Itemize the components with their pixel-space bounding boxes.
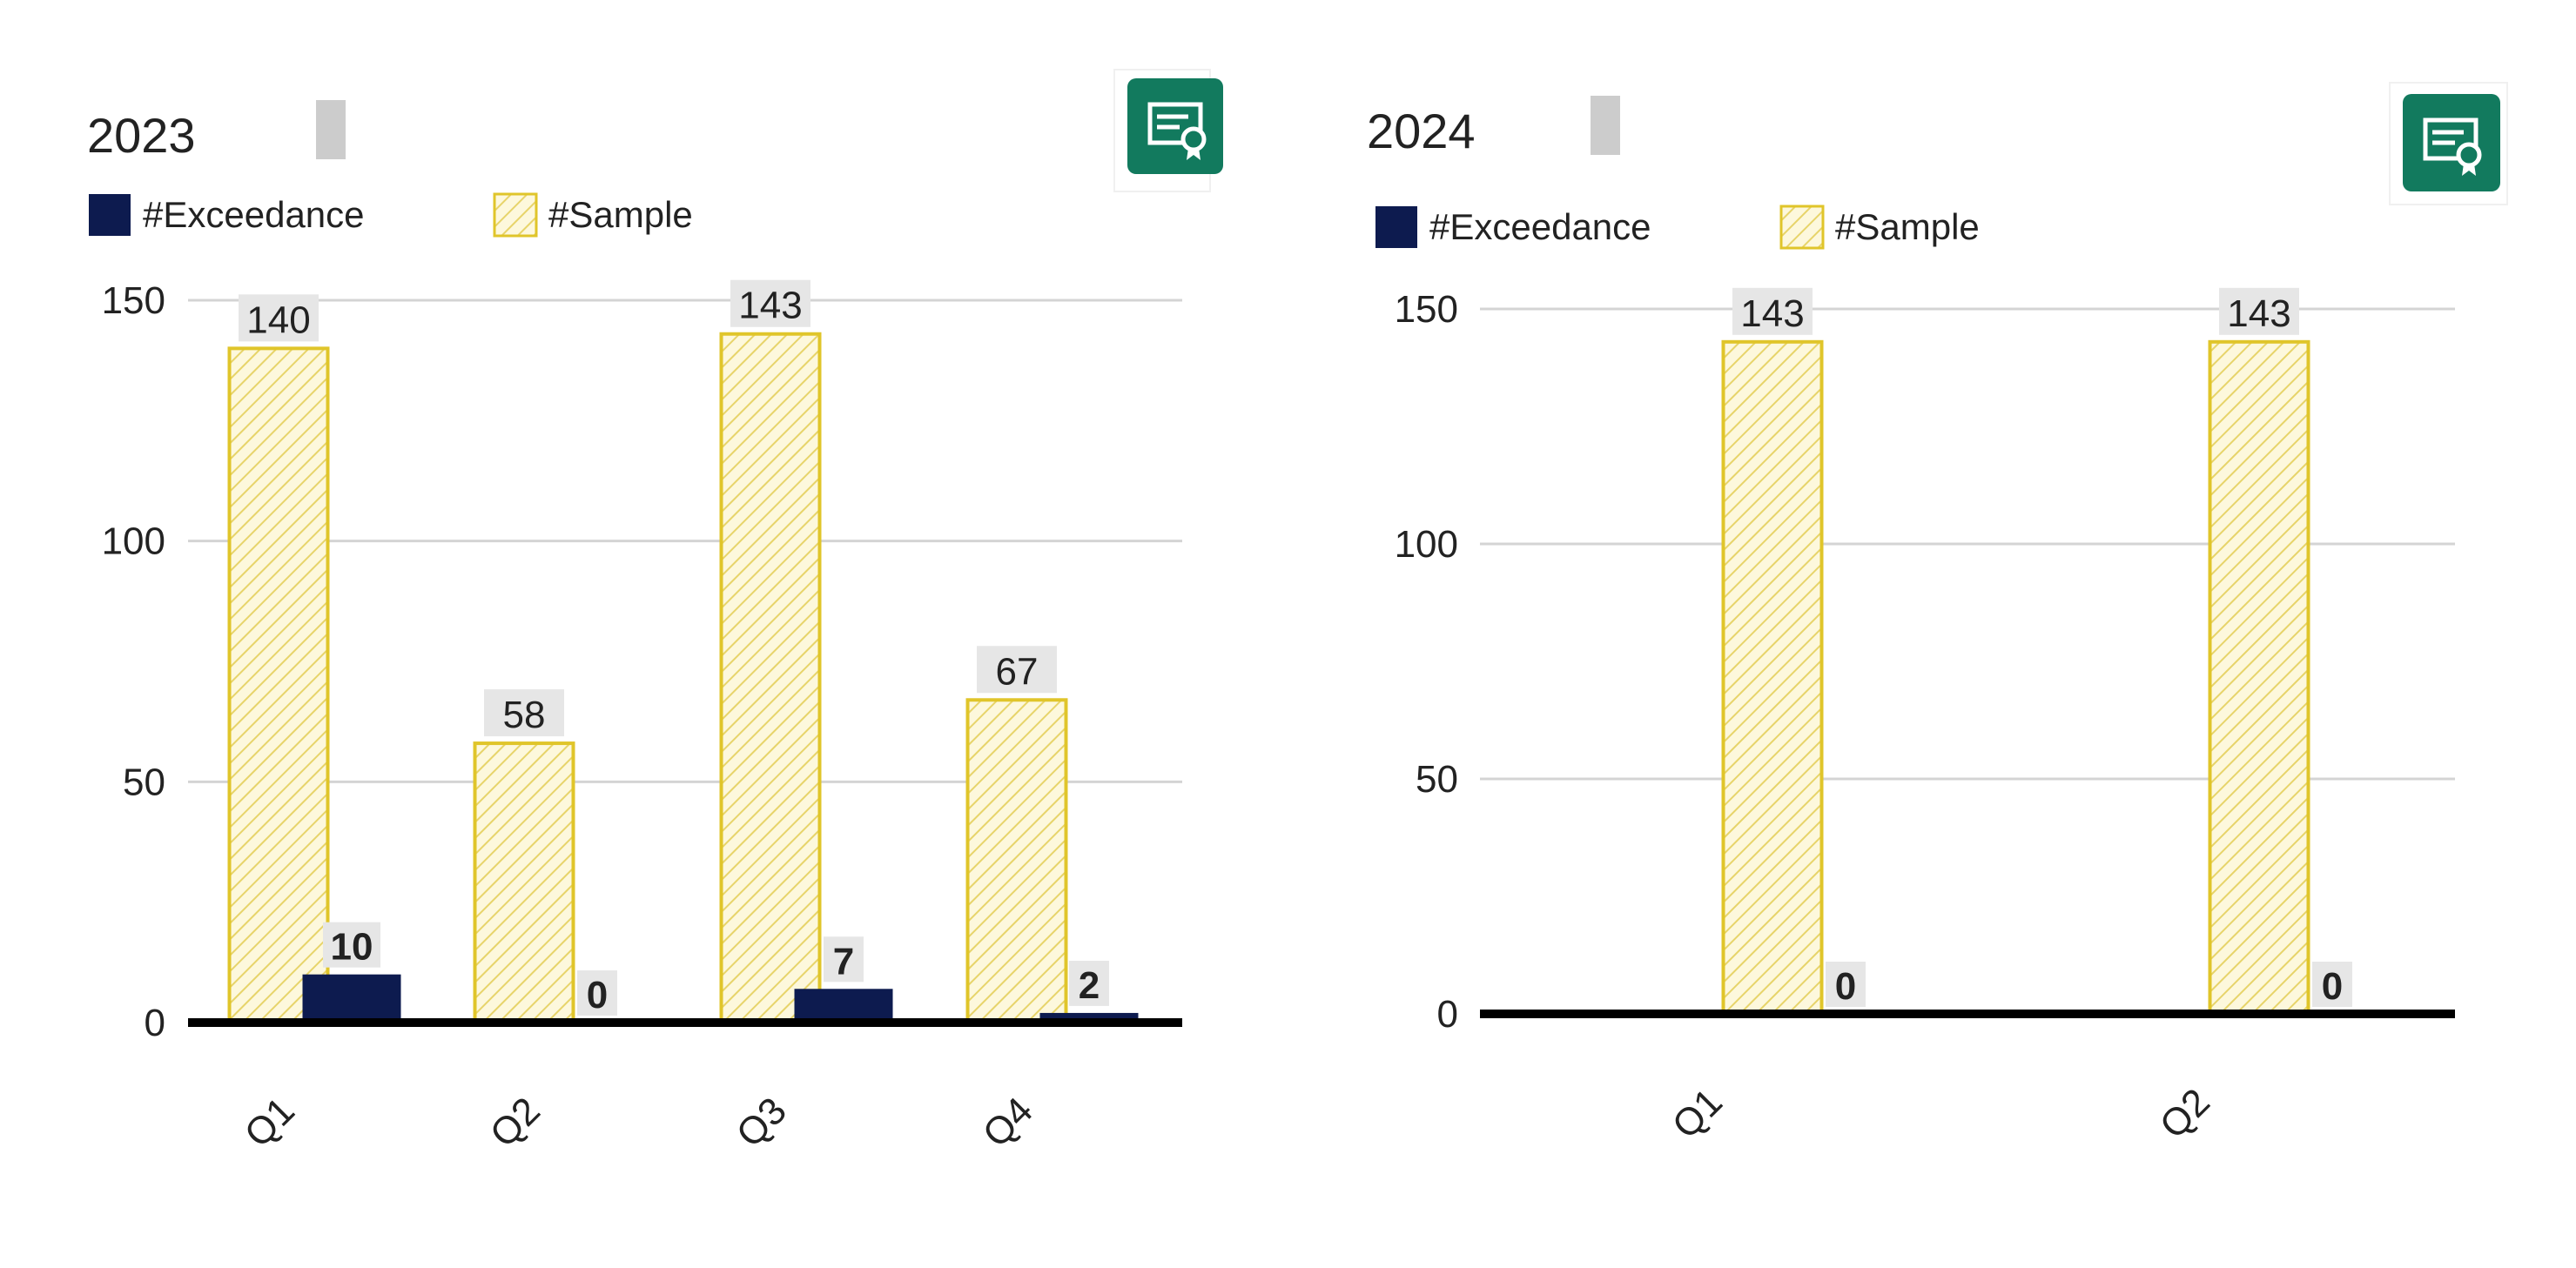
data-label-sample-Q2: 58 <box>503 694 546 736</box>
certificate-icon-seal <box>1180 126 1207 152</box>
certificate-icon <box>1127 78 1223 174</box>
certificate-icon-sheet <box>2423 117 2478 161</box>
data-label-bg <box>2219 287 2299 335</box>
data-label-bg <box>484 689 564 737</box>
bar-sample-Q1 <box>1721 339 1824 1016</box>
chart-title: 2023 <box>87 108 196 163</box>
data-label-sample-Q2: 143 <box>2227 292 2290 335</box>
x-tick-label-Q1: Q1 <box>237 1090 303 1156</box>
bar-exceedance-Q1 <box>302 974 401 1023</box>
y-tick-label: 50 <box>1416 758 1458 801</box>
x-tick-label-Q1: Q1 <box>1665 1081 1731 1147</box>
legend-swatch-exceedance <box>1375 206 1417 248</box>
chart-title: 2024 <box>1367 104 1476 158</box>
chart-panel-2024: 2024 #Exceedance #Sample 0 50 100 150 143 0 Q1 143… <box>1367 82 2508 1147</box>
data-label-bg <box>977 646 1057 694</box>
y-tick-label: 150 <box>102 279 165 322</box>
data-label-bg <box>1826 962 1866 1007</box>
legend-swatch-sample <box>493 192 538 238</box>
title-placeholder-box <box>316 100 346 159</box>
bar-exceedance-Q3 <box>794 989 893 1023</box>
bar-exceedance-Q4 <box>1039 1012 1139 1023</box>
bar-sample-Q2 <box>2208 339 2310 1016</box>
legend-label-exceedance: #Exceedance <box>1429 206 1651 247</box>
legend-swatch-sample <box>1779 205 1825 250</box>
y-tick-label: 100 <box>1395 523 1458 566</box>
legend-label-exceedance: #Exceedance <box>143 194 365 235</box>
data-label-bg <box>239 294 319 342</box>
certificate-icon-ribbon <box>2462 164 2476 176</box>
data-label-sample-Q1: 143 <box>1740 292 1804 335</box>
data-label-bg <box>730 279 810 327</box>
bar-sample-Q2 <box>473 741 575 1024</box>
certificate-icon-ribbon <box>1187 148 1201 160</box>
certificate-icon <box>2403 94 2500 191</box>
chart-panel-2023: 2023 #Exceedance #Sample 0 50 100 150 140 10 Q1 58… <box>87 69 1223 1156</box>
y-tick-label: 0 <box>1437 993 1458 1036</box>
data-label-exceedance-Q3: 7 <box>833 940 854 983</box>
data-label-sample-Q4: 67 <box>996 650 1039 693</box>
data-label-exceedance-Q1: 0 <box>1835 965 1856 1008</box>
x-tick-label-Q4: Q4 <box>975 1090 1041 1156</box>
data-label-exceedance-Q2: 0 <box>587 974 608 1016</box>
data-label-sample-Q3: 143 <box>738 285 802 327</box>
y-tick-label: 0 <box>145 1002 165 1044</box>
y-tick-label: 150 <box>1395 288 1458 331</box>
data-label-bg <box>2312 962 2352 1007</box>
certificate-icon-seal <box>2456 142 2482 168</box>
x-tick-label-Q2: Q2 <box>482 1090 548 1156</box>
x-tick-label-Q3: Q3 <box>729 1090 795 1156</box>
data-label-exceedance-Q4: 2 <box>1079 964 1100 1007</box>
legend-label-sample: #Sample <box>1835 206 1980 247</box>
title-placeholder-box <box>1591 96 1620 155</box>
y-tick-label: 100 <box>102 520 165 563</box>
data-label-exceedance-Q2: 0 <box>2322 965 2343 1008</box>
certificate-icon-sheet <box>1147 102 1203 145</box>
data-label-bg <box>1069 960 1109 1006</box>
legend-swatch-exceedance <box>89 194 131 236</box>
legend-label-sample: #Sample <box>548 194 693 235</box>
bar-sample-Q3 <box>719 332 822 1024</box>
x-tick-label-Q2: Q2 <box>2152 1081 2218 1147</box>
y-tick-label: 50 <box>123 761 165 803</box>
data-label-sample-Q1: 140 <box>246 299 310 341</box>
data-label-exceedance-Q1: 10 <box>331 926 373 969</box>
data-label-bg <box>577 970 617 1016</box>
data-label-bg <box>323 922 380 968</box>
bar-sample-Q1 <box>227 346 330 1025</box>
data-label-bg <box>1732 287 1813 335</box>
bar-sample-Q4 <box>965 698 1068 1024</box>
data-label-bg <box>824 936 864 983</box>
